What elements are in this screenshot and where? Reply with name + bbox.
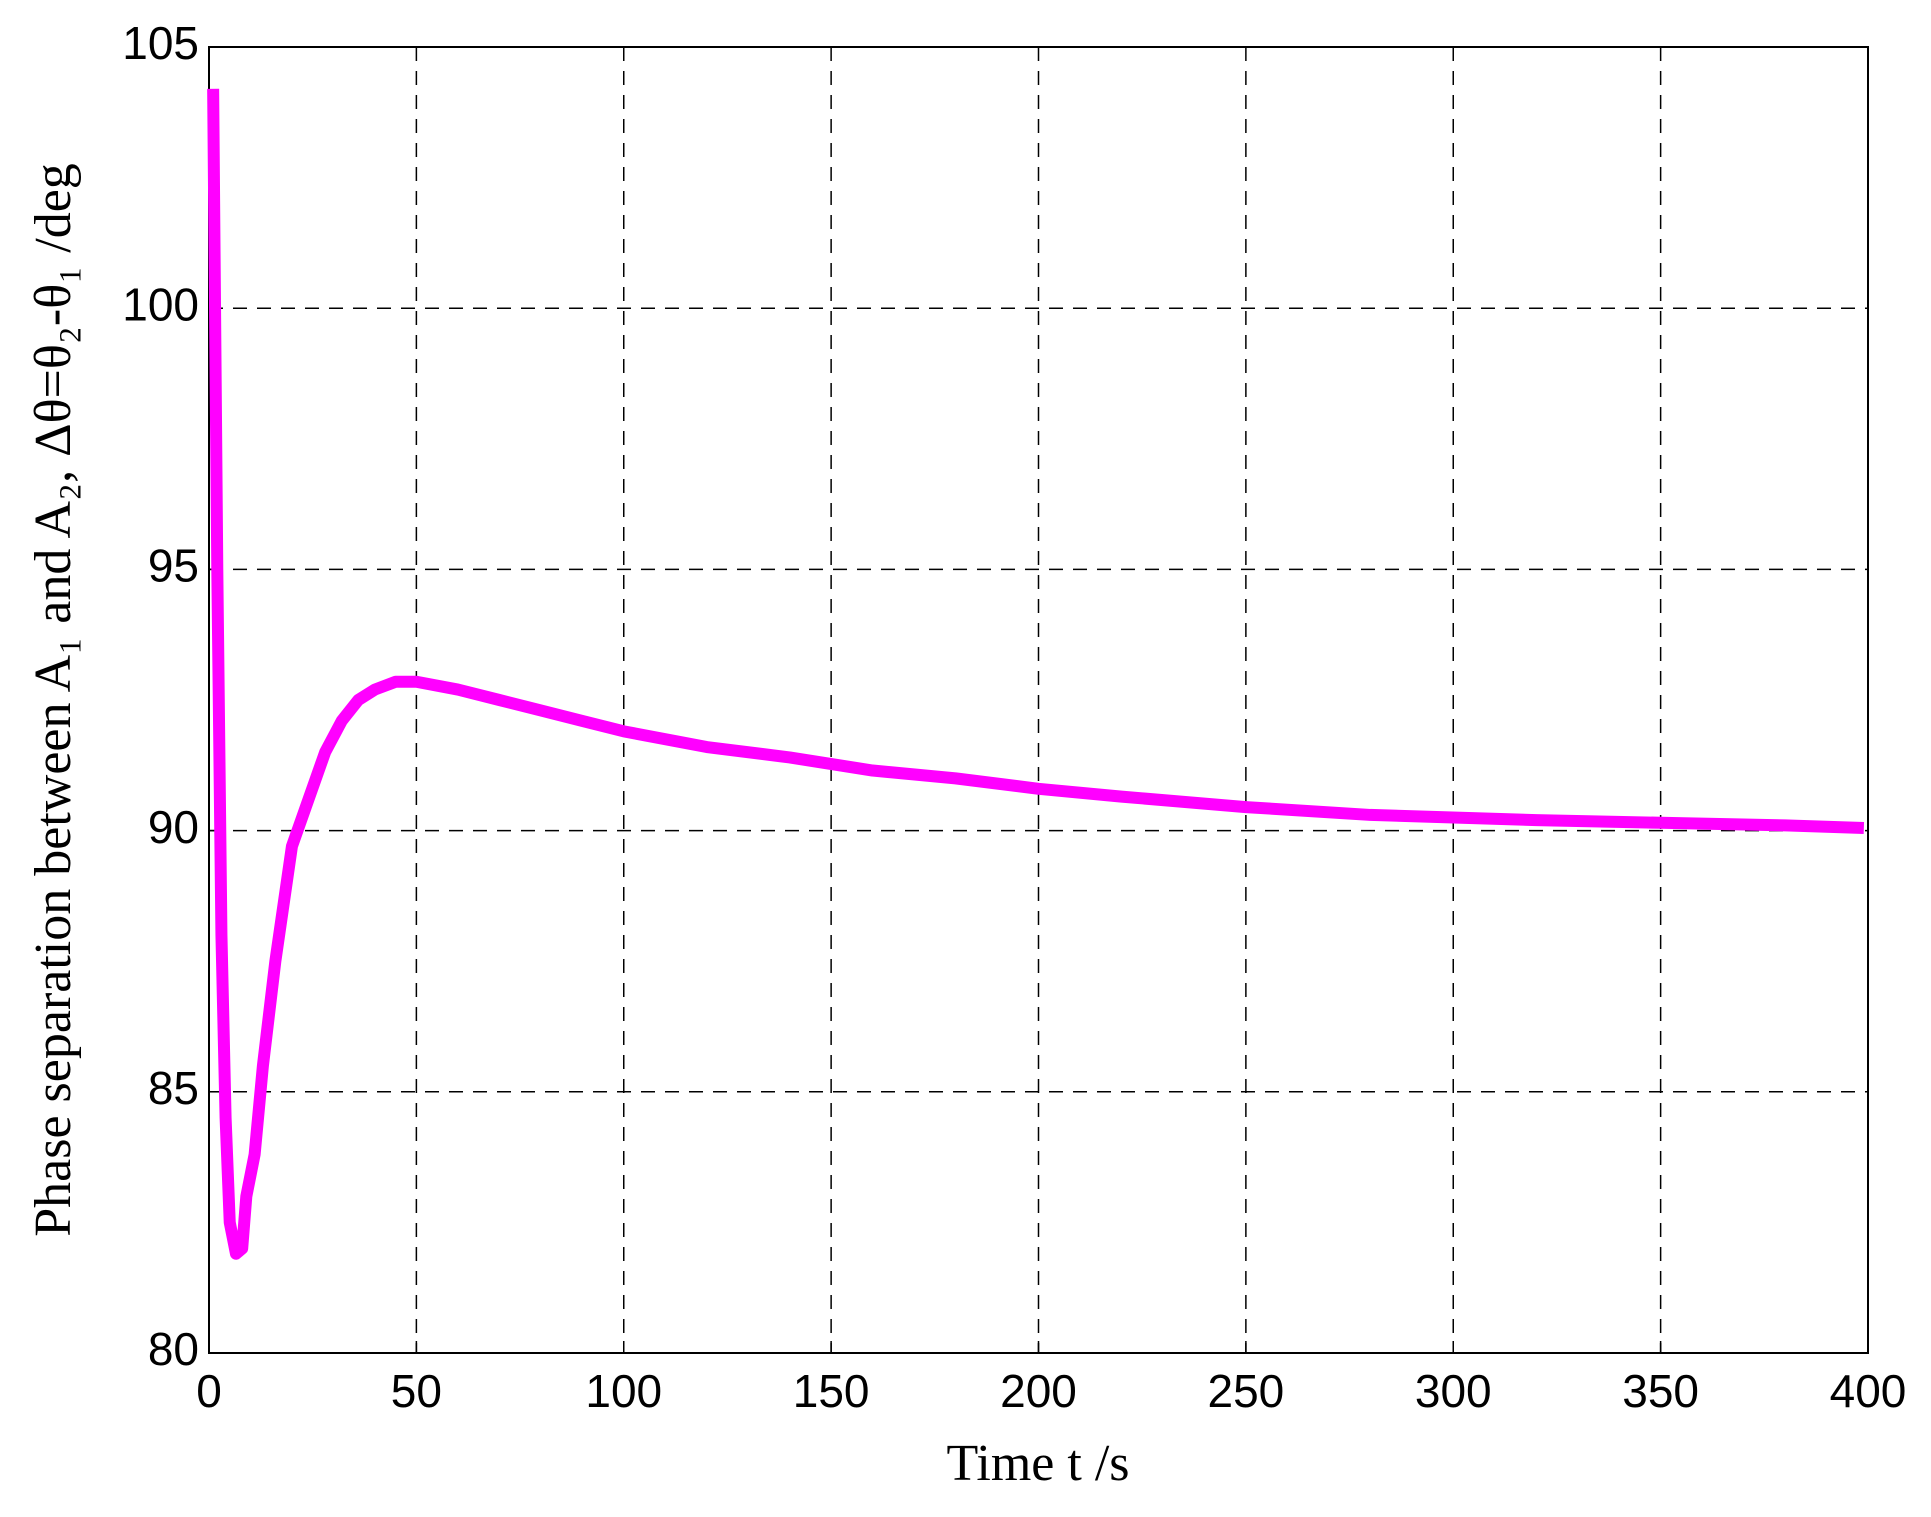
- y-axis-label: Phase separation between A₁ and A₂, Δθ=θ…: [25, 163, 82, 1237]
- x-tick-label: 300: [1415, 1365, 1492, 1417]
- x-tick-label: 0: [196, 1365, 222, 1417]
- y-tick-label: 80: [148, 1323, 199, 1375]
- x-tick-label: 150: [793, 1365, 870, 1417]
- y-tick-label: 95: [148, 540, 199, 592]
- x-tick-label: 400: [1830, 1365, 1907, 1417]
- data-line: [207, 88, 1865, 1260]
- x-tick-label: 200: [1000, 1365, 1077, 1417]
- x-tick-label: 350: [1622, 1365, 1699, 1417]
- y-tick-label: 90: [148, 801, 199, 853]
- y-tick-label: 85: [148, 1062, 199, 1114]
- y-tick-label: 105: [122, 17, 199, 69]
- x-tick-label: 50: [391, 1365, 442, 1417]
- x-axis-label: Time t /s: [946, 1435, 1129, 1492]
- x-tick-label: 250: [1208, 1365, 1285, 1417]
- y-tick-label: 100: [122, 278, 199, 330]
- plot-frame: [208, 46, 1869, 1354]
- x-tick-label: 100: [585, 1365, 662, 1417]
